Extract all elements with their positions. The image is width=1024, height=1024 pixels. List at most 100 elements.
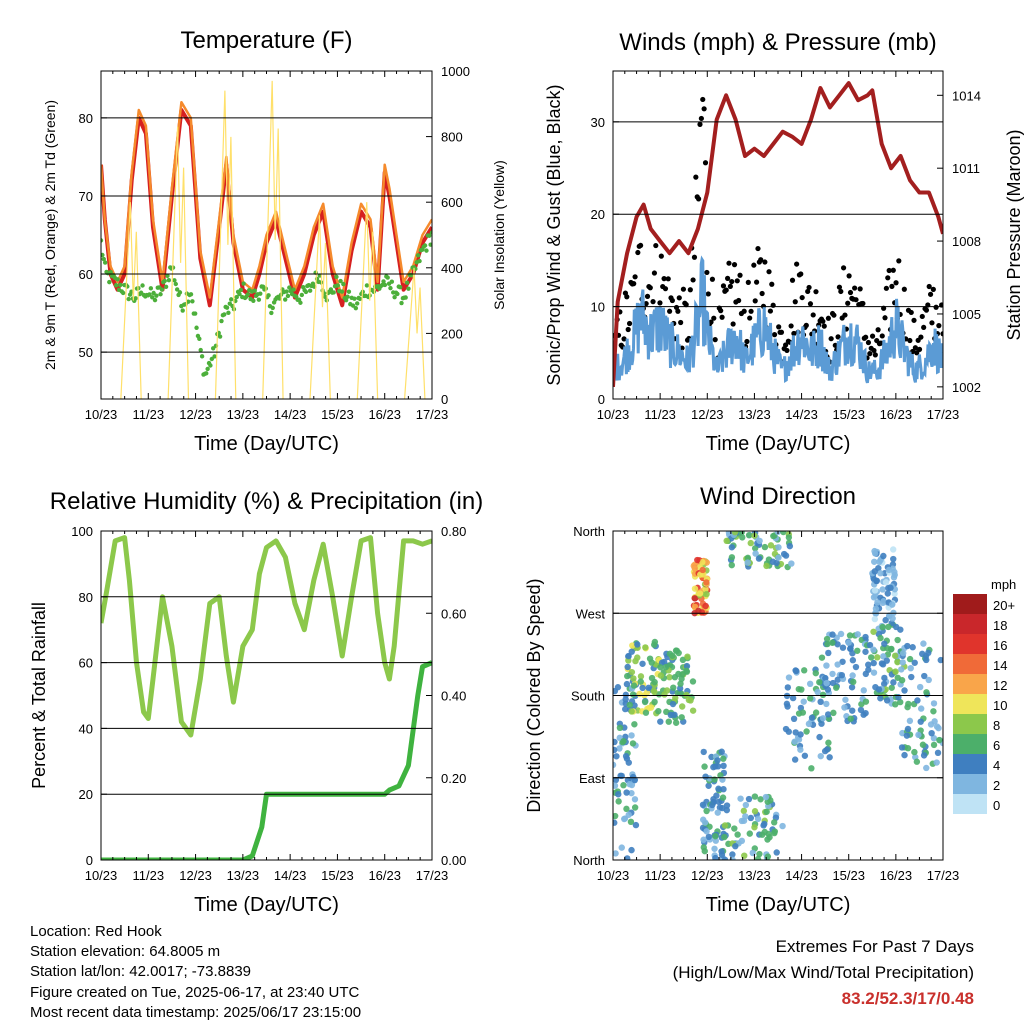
td-point <box>108 269 113 275</box>
direction-point <box>824 686 832 693</box>
direction-point <box>819 715 827 722</box>
direction-point <box>825 739 832 746</box>
td-point <box>339 289 345 294</box>
direction-point <box>883 697 891 704</box>
direction-point <box>784 684 792 691</box>
direction-point <box>613 850 619 857</box>
gust-point <box>665 276 671 282</box>
gust-point <box>883 285 889 291</box>
direction-point <box>916 683 924 691</box>
gust-point <box>806 284 812 291</box>
direction-point <box>623 805 630 813</box>
direction-point <box>624 855 631 860</box>
gust-point <box>718 308 724 314</box>
direction-point <box>888 684 895 691</box>
direction-point <box>934 749 942 757</box>
x-tick-label: 13/23 <box>227 868 260 883</box>
direction-point <box>890 555 897 563</box>
direction-point <box>797 746 804 753</box>
x-axis-label: Time (Day/UTC) <box>706 894 851 916</box>
direction-point <box>678 703 686 710</box>
gust-point <box>852 285 858 291</box>
direction-point <box>720 755 727 762</box>
td-point <box>350 303 356 308</box>
td-point <box>140 283 145 288</box>
y-right-tick-label: 1008 <box>952 234 981 249</box>
gust-point <box>767 308 774 314</box>
y-tick-label: North <box>573 524 605 539</box>
direction-point <box>728 554 736 561</box>
direction-point <box>834 641 841 648</box>
gust-point <box>644 293 651 300</box>
direction-point <box>695 607 702 615</box>
gust-point <box>846 273 852 279</box>
y-axis-label: Sonic/Prop Wind & Gust (Blue, Black) <box>544 84 564 385</box>
direction-point <box>930 741 938 749</box>
direction-point <box>786 542 794 550</box>
gust-point <box>799 294 805 301</box>
direction-point <box>877 570 884 577</box>
direction-point <box>622 696 629 703</box>
direction-point <box>862 648 869 655</box>
gust-point <box>745 279 751 285</box>
direction-point <box>718 748 725 755</box>
direction-point <box>823 662 830 669</box>
direction-point <box>740 807 748 815</box>
td-point <box>166 278 172 283</box>
gust-point <box>683 302 689 308</box>
direction-point <box>852 663 860 671</box>
td-point <box>404 280 410 285</box>
gust-point <box>921 324 927 331</box>
direction-point <box>683 691 690 699</box>
td-point <box>415 253 421 258</box>
gust-point <box>737 272 743 278</box>
direction-point <box>833 684 840 691</box>
colorbar-swatch <box>953 774 987 794</box>
y-axis-label: 2m & 9m T (Red, Orange) & 2m Td (Green) <box>42 100 58 370</box>
y-tick-label: South <box>571 689 605 704</box>
direction-point <box>817 698 824 706</box>
direction-point <box>877 634 884 642</box>
y-tick-label: 100 <box>71 524 93 539</box>
direction-point <box>751 824 758 831</box>
direction-point <box>846 632 854 639</box>
gust-point <box>744 338 750 345</box>
gust-point <box>789 277 796 283</box>
gust-point <box>828 336 834 342</box>
gust-point <box>875 327 881 333</box>
direction-point <box>764 853 772 860</box>
td-point <box>172 278 177 283</box>
direction-point <box>789 694 797 702</box>
td-point <box>158 292 163 297</box>
gust-point <box>836 284 843 290</box>
direction-point <box>670 684 677 691</box>
colorbar-swatch <box>953 614 987 634</box>
y-tick-label: 60 <box>79 656 93 671</box>
gust-point <box>911 317 917 323</box>
gust-point <box>709 276 716 282</box>
direction-point <box>647 704 655 711</box>
gust-point <box>838 288 844 295</box>
gust-point <box>690 277 696 283</box>
gust-point <box>734 278 740 284</box>
direction-point <box>817 752 824 760</box>
direction-point <box>885 623 892 631</box>
direction-point <box>895 694 902 701</box>
station-info: Location: Red Hook Station elevation: 64… <box>30 922 361 1023</box>
td-point <box>159 287 165 292</box>
gust-point <box>725 275 731 281</box>
direction-point <box>770 532 777 540</box>
direction-point <box>713 792 720 799</box>
direction-point <box>691 595 698 602</box>
direction-point <box>872 605 880 612</box>
colorbar-label: 0 <box>993 798 1000 813</box>
direction-point <box>731 825 738 832</box>
direction-point <box>873 577 880 585</box>
direction-point <box>818 654 826 661</box>
direction-point <box>779 822 786 830</box>
gust-point <box>889 283 895 289</box>
direction-point <box>747 539 754 547</box>
direction-point <box>892 668 899 675</box>
td-point <box>219 318 224 324</box>
t9m-line <box>101 100 432 299</box>
